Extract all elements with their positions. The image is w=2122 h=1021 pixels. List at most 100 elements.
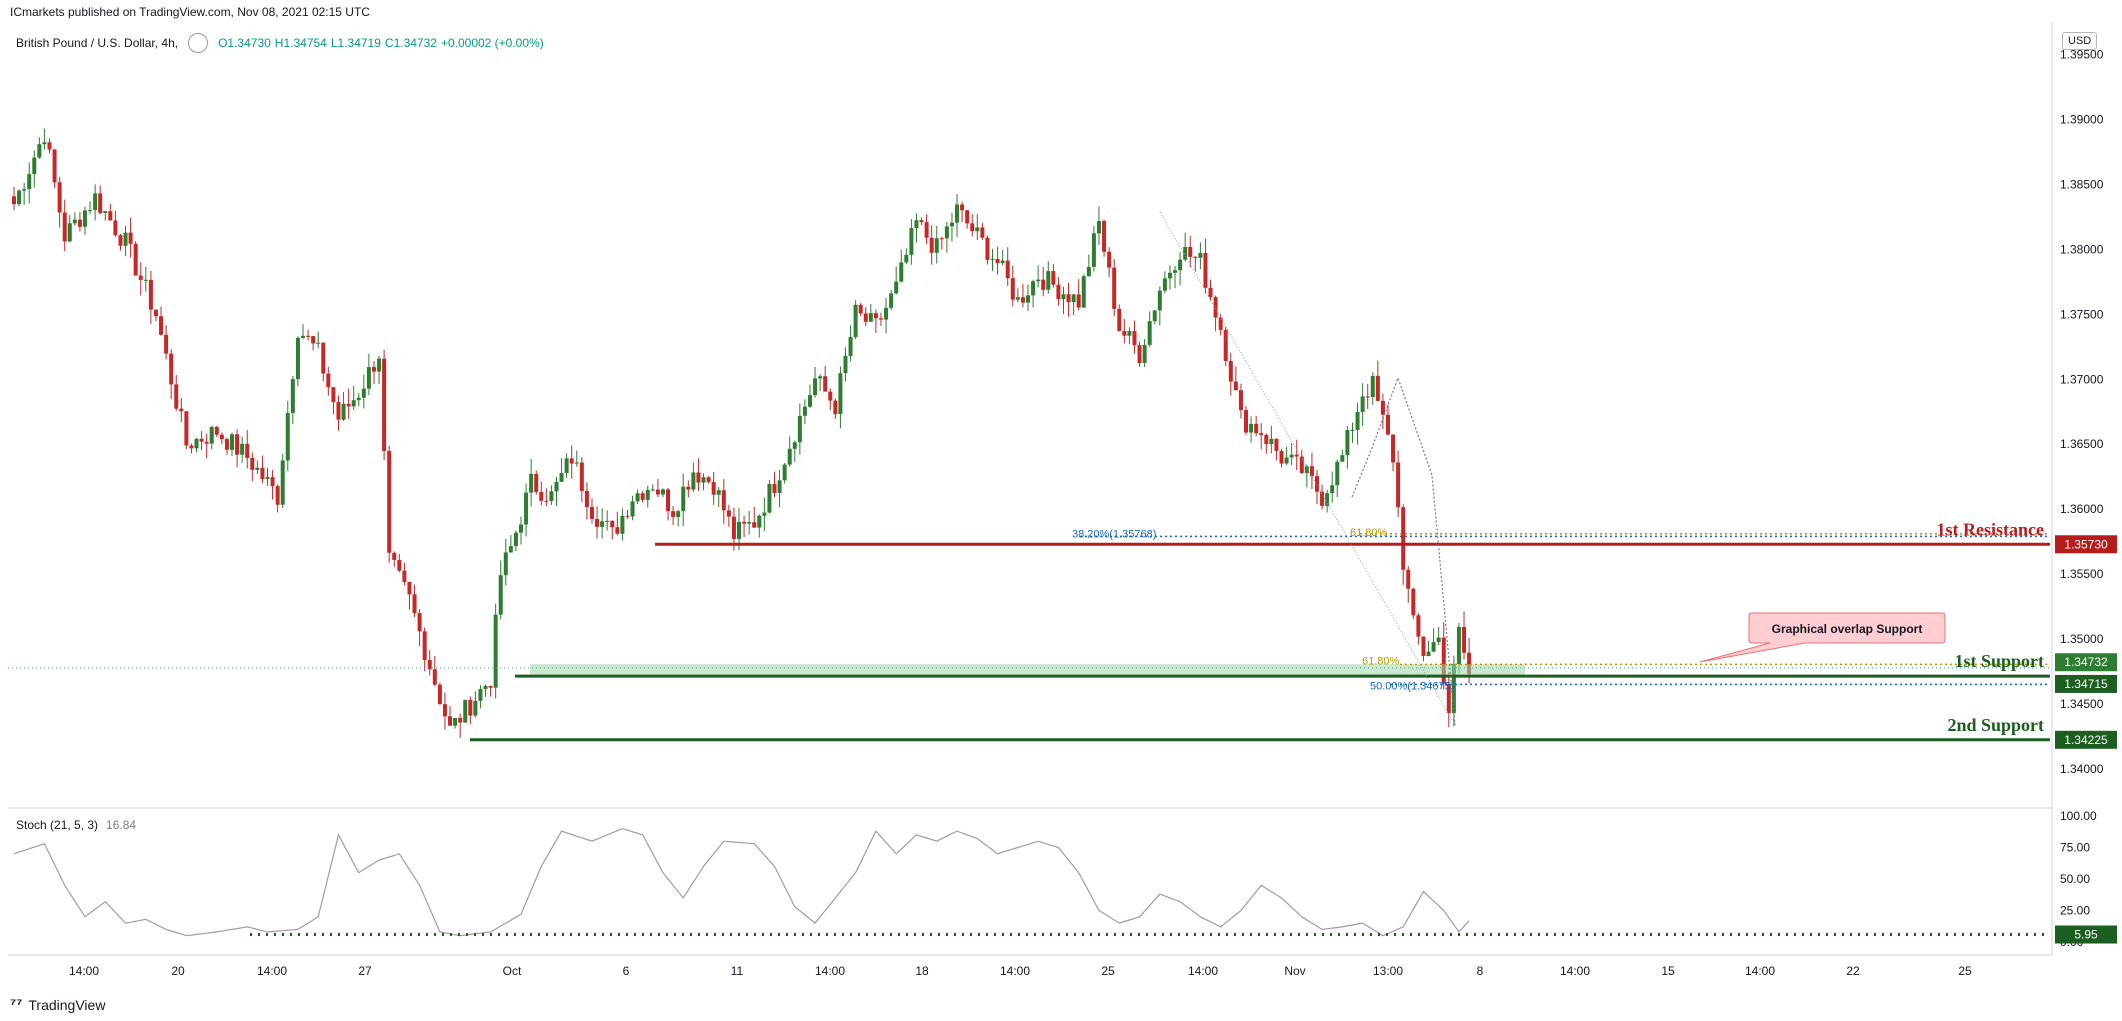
candle-body bbox=[1340, 455, 1345, 462]
candle-body bbox=[1385, 414, 1390, 435]
candle-body bbox=[630, 501, 635, 517]
candle-body bbox=[701, 477, 706, 483]
x-tick-label: 14:00 bbox=[69, 964, 99, 978]
candle-body bbox=[772, 484, 777, 493]
tradingview-footer[interactable]: ⁷⁷ TradingView bbox=[10, 996, 105, 1013]
candle-body bbox=[1117, 308, 1122, 331]
candle-body bbox=[1233, 381, 1238, 391]
candle-body bbox=[823, 376, 828, 392]
candle-body bbox=[250, 457, 255, 470]
candle-body bbox=[1375, 375, 1380, 401]
candle-body bbox=[1218, 317, 1223, 330]
candle-body bbox=[179, 408, 184, 412]
candle-body bbox=[1213, 297, 1218, 318]
candle-body bbox=[1015, 297, 1020, 300]
x-tick-label: 11 bbox=[731, 964, 744, 978]
candle-body bbox=[884, 307, 889, 320]
candle-body bbox=[1309, 466, 1314, 477]
candle-body bbox=[1066, 294, 1071, 303]
x-tick-label: 25 bbox=[1101, 964, 1115, 978]
candle-body bbox=[1112, 267, 1117, 309]
candle-body bbox=[1441, 637, 1446, 684]
candle-body bbox=[584, 490, 589, 508]
stoch-value: 16.84 bbox=[106, 818, 137, 832]
candles-group bbox=[12, 128, 1472, 739]
candle-body bbox=[280, 460, 285, 505]
candle-body bbox=[1173, 270, 1178, 273]
candle-body bbox=[1010, 278, 1015, 300]
candle-body bbox=[255, 467, 260, 470]
candle-body bbox=[463, 699, 468, 723]
candle-body bbox=[98, 193, 103, 213]
candle-body bbox=[1467, 652, 1472, 674]
candle-body bbox=[27, 174, 32, 190]
candle-body bbox=[1436, 637, 1441, 643]
candle-body bbox=[513, 532, 518, 547]
candle-body bbox=[1396, 462, 1401, 508]
candle-body bbox=[737, 521, 742, 539]
y-tick-label: 1.38000 bbox=[2060, 242, 2104, 256]
resistance-1-price-badge-bg bbox=[2055, 535, 2117, 554]
resistance-1-label: 1st Resistance bbox=[1937, 519, 2044, 539]
candle-body bbox=[143, 279, 148, 281]
candle-body bbox=[980, 227, 985, 238]
support-zone bbox=[530, 664, 1525, 677]
candle-body bbox=[534, 473, 539, 492]
candle-body bbox=[1147, 321, 1152, 345]
candle-body bbox=[691, 472, 696, 490]
candle-body bbox=[589, 507, 594, 519]
candle-body bbox=[747, 522, 752, 524]
candle-body bbox=[650, 489, 655, 491]
candle-body bbox=[813, 378, 818, 396]
candle-body bbox=[285, 412, 290, 461]
candle-body bbox=[488, 685, 493, 688]
candle-body bbox=[970, 223, 975, 232]
candle-body bbox=[453, 718, 458, 726]
y-tick-label: 1.37500 bbox=[2060, 307, 2104, 321]
stoch-tick-label: 100.00 bbox=[2060, 809, 2097, 823]
candle-body bbox=[1228, 360, 1233, 382]
candle-body bbox=[914, 220, 919, 229]
candle-body bbox=[828, 391, 833, 401]
candle-body bbox=[909, 228, 914, 255]
stoch-tick-label: 75.00 bbox=[2060, 841, 2090, 855]
support-1-price-badge: 1.34715 bbox=[2064, 677, 2108, 691]
x-tick-label: 14:00 bbox=[257, 964, 287, 978]
candle-body bbox=[1005, 260, 1010, 279]
x-tick-label: 6 bbox=[623, 964, 630, 978]
candle-body bbox=[1451, 663, 1456, 714]
candle-body bbox=[346, 403, 351, 407]
symbol-circle-icon[interactable] bbox=[188, 33, 209, 53]
stoch-name[interactable]: Stoch (21, 5, 3) bbox=[16, 818, 99, 832]
candle-body bbox=[868, 313, 873, 322]
candle-body bbox=[985, 237, 990, 260]
candle-body bbox=[1360, 396, 1365, 412]
candle-body bbox=[655, 489, 660, 495]
symbol-title[interactable]: British Pound / U.S. Dollar, 4h, bbox=[16, 36, 179, 50]
candle-body bbox=[417, 613, 422, 632]
candle-body bbox=[1314, 476, 1319, 492]
current-price-badge-bg bbox=[2055, 653, 2117, 672]
candle-body bbox=[295, 337, 300, 380]
candle-body bbox=[894, 281, 899, 294]
stoch-level-badge: 5.95 bbox=[2074, 928, 2098, 942]
candle-body bbox=[52, 149, 57, 183]
candle-body bbox=[1157, 290, 1162, 311]
candle-body bbox=[503, 552, 508, 576]
candle-body bbox=[1254, 423, 1259, 434]
candle-body bbox=[975, 227, 980, 232]
x-tick-label: 14:00 bbox=[815, 964, 845, 978]
candle-body bbox=[336, 402, 341, 420]
candle-body bbox=[138, 275, 143, 280]
candle-body bbox=[1416, 615, 1421, 637]
y-tick-label: 1.39000 bbox=[2060, 112, 2104, 126]
candle-body bbox=[1411, 588, 1416, 616]
currency-badge[interactable]: USD bbox=[2062, 32, 2098, 50]
candle-body bbox=[1391, 434, 1396, 463]
candle-body bbox=[1462, 626, 1467, 653]
candle-body bbox=[1350, 429, 1355, 431]
candle-body bbox=[402, 570, 407, 582]
candle-body bbox=[640, 493, 645, 500]
